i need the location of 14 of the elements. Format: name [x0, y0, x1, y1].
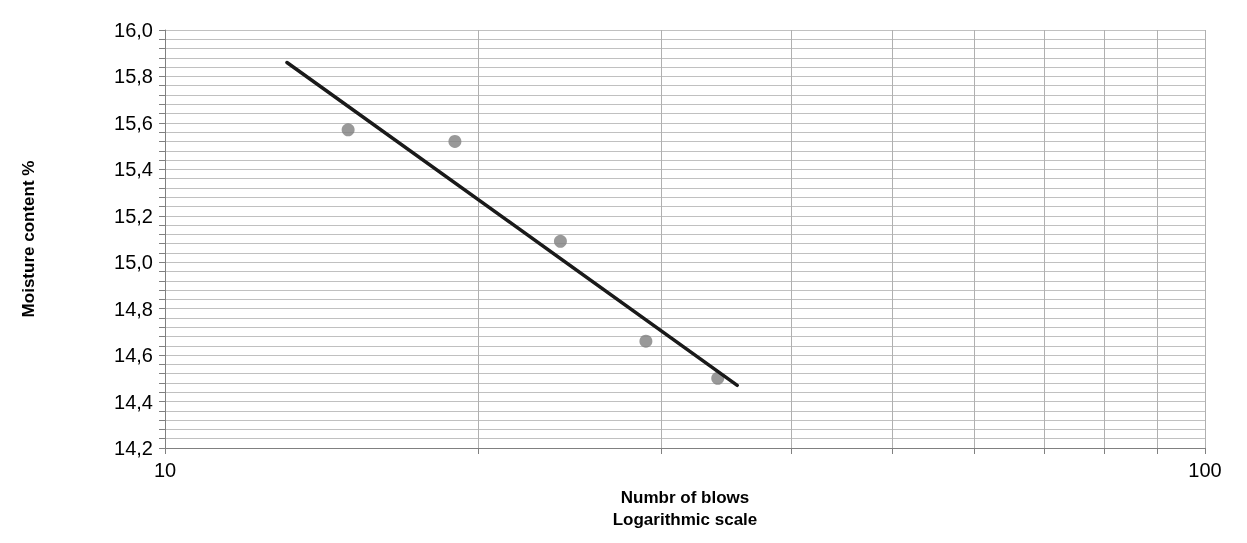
y-tick-label: 16,0 [114, 19, 153, 41]
y-tick-label: 14,4 [114, 390, 153, 413]
y-tick-label: 15,6 [114, 111, 153, 134]
y-tick-label: 14,8 [114, 297, 153, 320]
y-tick-label: 14,6 [114, 344, 153, 367]
y-tick-label: 14,2 [114, 437, 153, 459]
x-tick-label: 10 [153, 459, 177, 481]
y-tick-label: 15,2 [114, 204, 153, 227]
y-axis-title: Moisture content % [19, 160, 38, 318]
x-tick-label: 100 [1188, 459, 1222, 481]
y-tick-label: 15,4 [114, 158, 153, 181]
y-tick-label: 15,8 [114, 65, 153, 88]
y-tick-label: 15,0 [114, 251, 153, 274]
x-axis-title: Numbr of blows Logarithmic scale [612, 487, 758, 529]
